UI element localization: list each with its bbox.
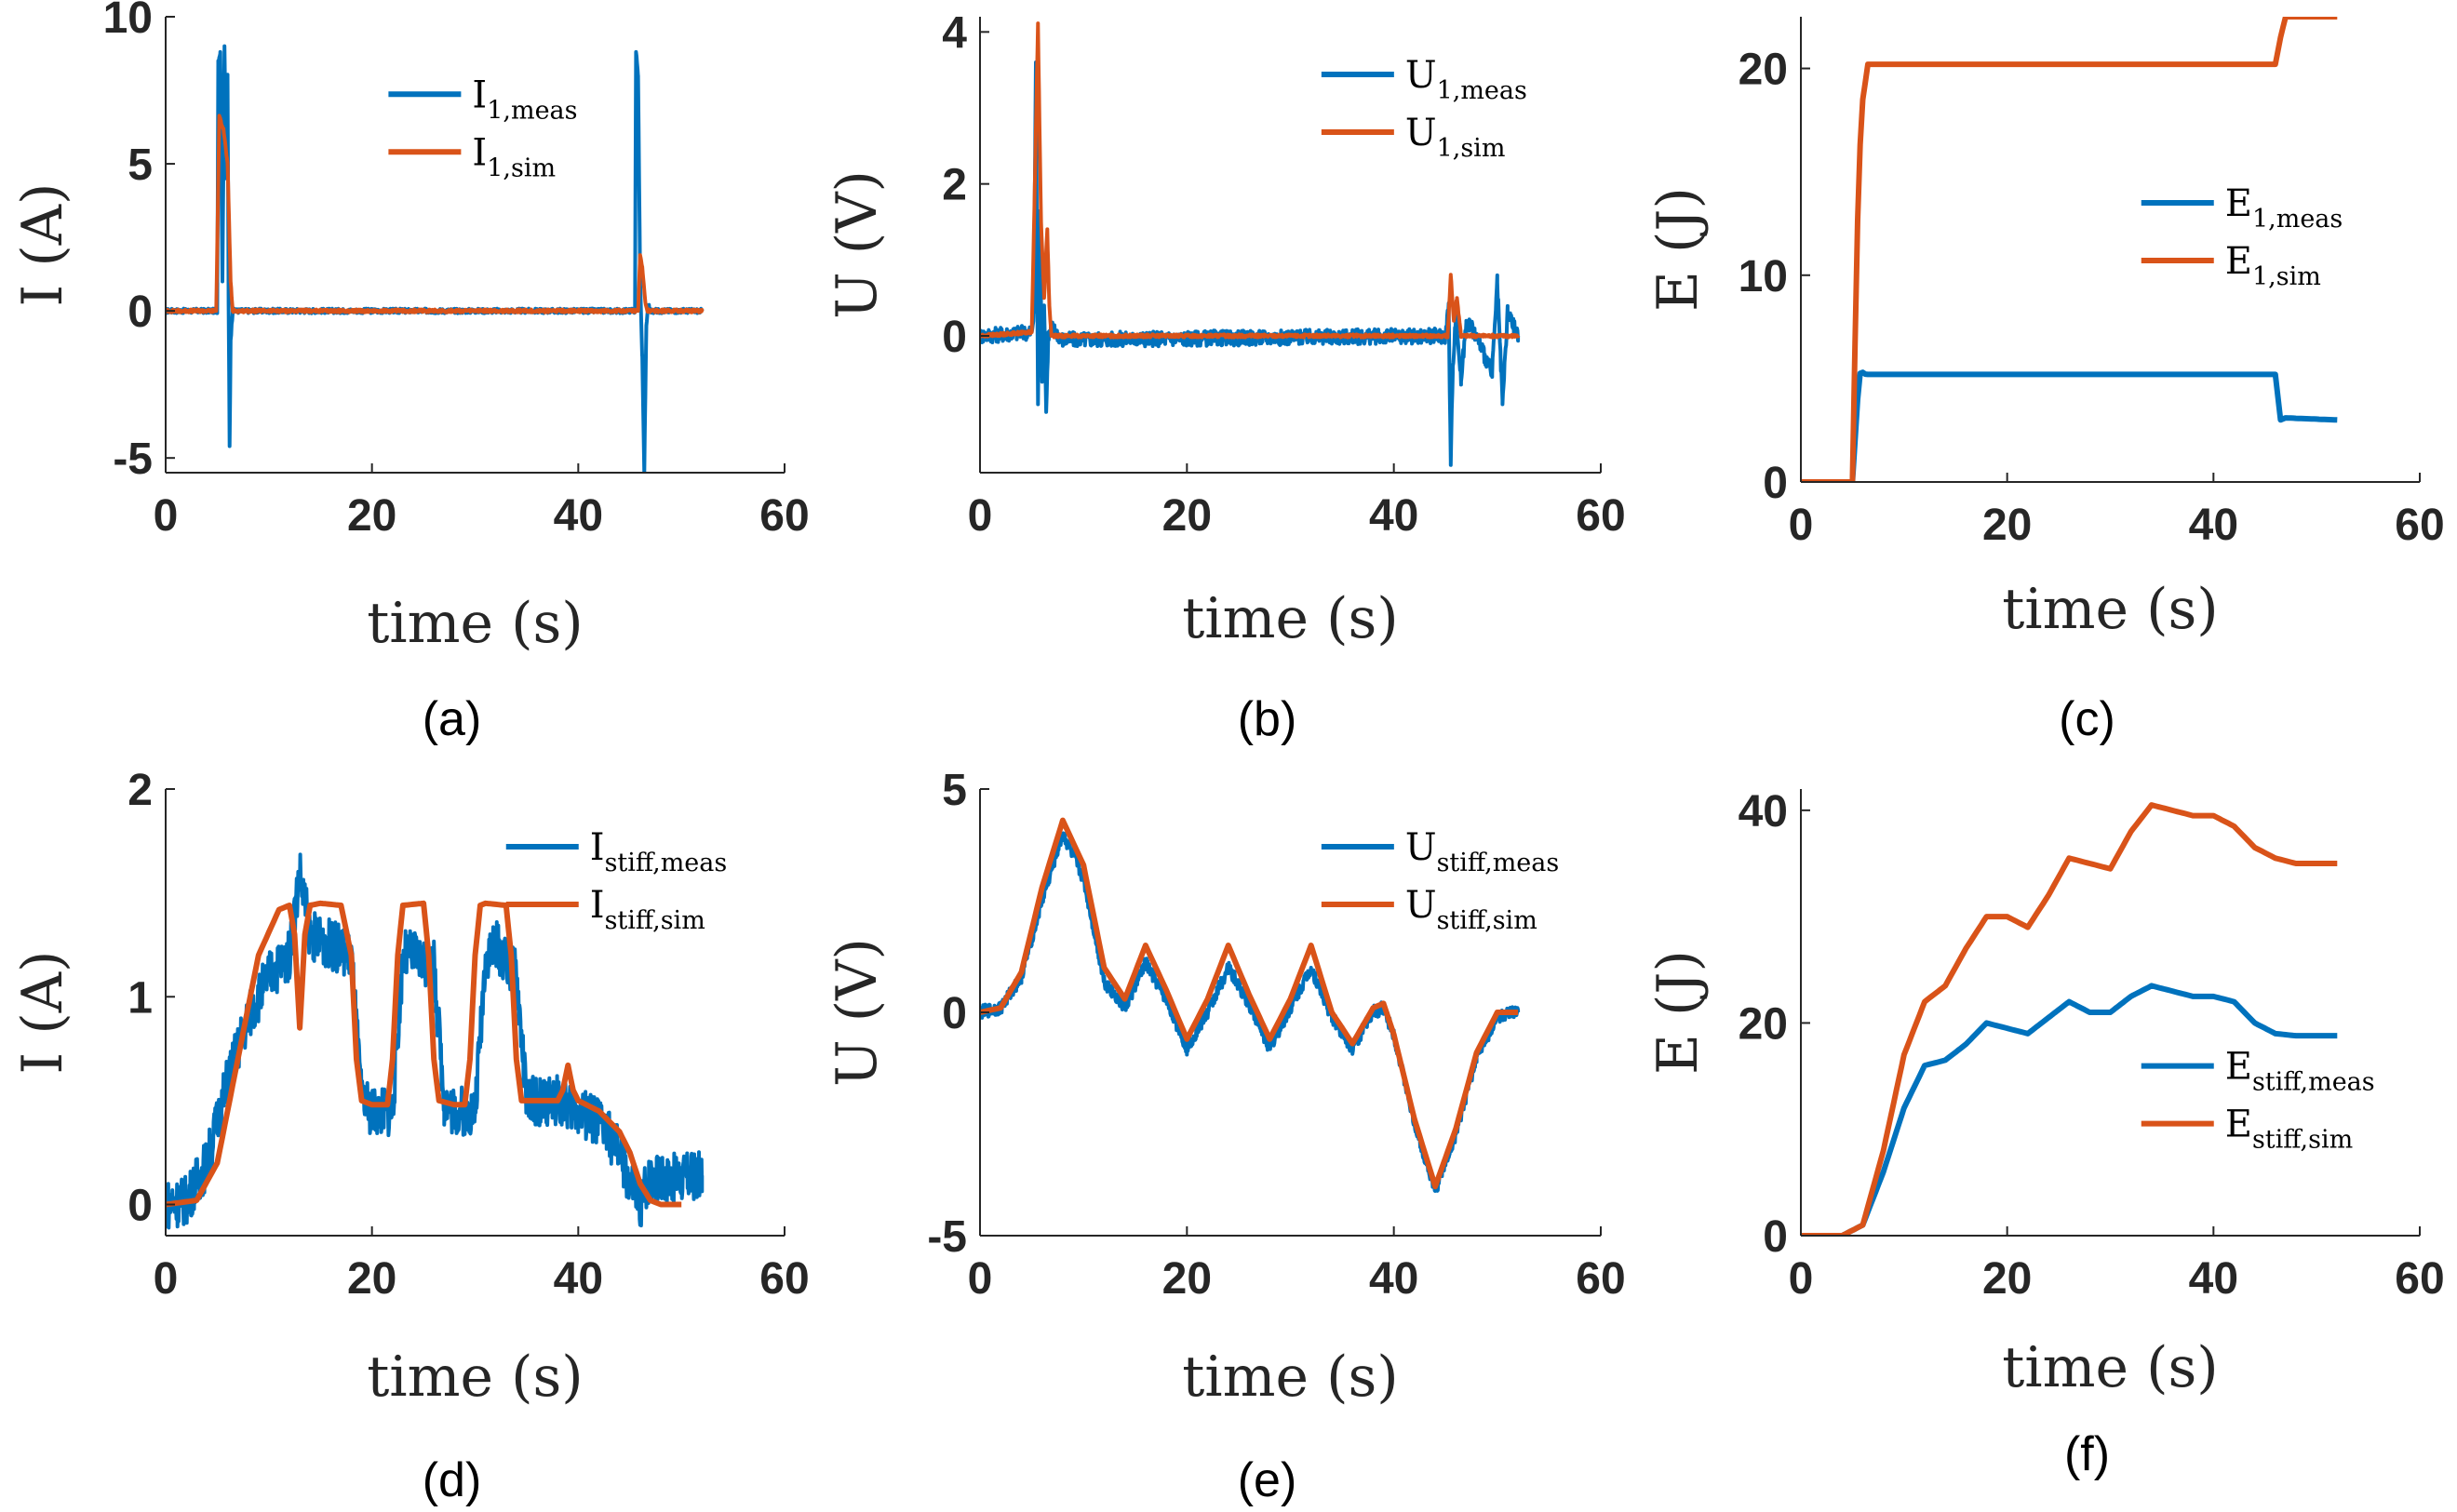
- chart-panel-c: 0 20 40 60 0 10 20 time (s) E (J) (c) E1,meas E1,si…: [1645, 17, 2445, 746]
- y-tick-label: 40: [1739, 787, 1788, 836]
- x-tick-label: 0: [1789, 1254, 1814, 1304]
- x-tick-label: 20: [347, 491, 396, 541]
- series-line-d-stiff-sim: [166, 900, 682, 1208]
- series-line-c-1-meas: [1801, 369, 2338, 482]
- y-tick-label: 0: [128, 288, 153, 337]
- x-tick-label: 40: [554, 491, 603, 541]
- legend-entry-label: I1,sim: [472, 131, 556, 182]
- y-tick-label: 10: [103, 0, 153, 43]
- x-tick-label: 20: [1162, 1254, 1212, 1304]
- x-tick-label: 60: [1576, 491, 1625, 541]
- legend-entry-label: Ustiff,meas: [1405, 826, 1559, 877]
- y-tick-label: 0: [942, 313, 967, 362]
- panel-caption: (e): [1238, 1453, 1297, 1507]
- x-tick-label: 20: [1982, 1254, 2032, 1304]
- y-tick-label: 20: [1739, 999, 1788, 1049]
- legend-f: Estiff,meas Estiff,sim: [2141, 1046, 2375, 1155]
- legend-e: Ustiff,meas Ustiff,sim: [1321, 826, 1559, 935]
- legend-a: I1,meas I1,sim: [388, 74, 578, 182]
- series-line-f-stiff-meas: [1801, 983, 2338, 1236]
- legend-entry-label: E1,sim: [2225, 240, 2321, 291]
- y-tick-label: 1: [128, 973, 153, 1023]
- x-tick-label: 60: [2395, 501, 2444, 550]
- y-axis-label: E (J): [1645, 950, 1711, 1075]
- y-tick-label: 0: [1763, 459, 1788, 508]
- x-tick-label: 0: [968, 491, 993, 541]
- y-tick-label: 0: [1763, 1212, 1788, 1262]
- x-tick-label: 20: [347, 1254, 396, 1304]
- y-axis-label: U (V): [825, 170, 890, 319]
- x-tick-label: 0: [1789, 501, 1814, 550]
- x-axis-label: time (s): [2002, 577, 2218, 642]
- x-tick-label: 60: [759, 491, 809, 541]
- y-tick-label: -5: [113, 435, 153, 484]
- legend-b: U1,meas U1,sim: [1321, 54, 1527, 163]
- y-tick-label: 0: [128, 1182, 153, 1231]
- legend-entry-label: Estiff,meas: [2225, 1046, 2375, 1097]
- legend-entry-label: Ustiff,sim: [1405, 884, 1537, 935]
- x-tick-label: 40: [554, 1254, 603, 1304]
- y-axis-label: E (J): [1645, 187, 1711, 312]
- x-axis-label: time (s): [2002, 1335, 2218, 1400]
- y-tick-label: -5: [927, 1212, 967, 1262]
- x-axis-label: time (s): [1182, 586, 1398, 651]
- y-axis-label: I (A): [10, 183, 75, 307]
- legend-d: Istiff,meas Istiff,sim: [505, 826, 728, 935]
- legend-entry-label: I1,meas: [472, 74, 577, 125]
- series-line-a-1-sim: [166, 114, 705, 314]
- legend-entry-label: Istiff,meas: [590, 826, 728, 877]
- series-line-f-stiff-sim: [1801, 802, 2338, 1236]
- legend-entry-label: Estiff,sim: [2225, 1104, 2353, 1155]
- x-tick-label: 0: [154, 491, 179, 541]
- series-line-b-1-meas: [980, 60, 1521, 467]
- x-tick-label: 0: [154, 1254, 179, 1304]
- x-axis-label: time (s): [1182, 1345, 1398, 1410]
- x-tick-label: 0: [968, 1254, 993, 1304]
- y-tick-label: 4: [942, 8, 967, 58]
- panel-caption: (c): [2059, 692, 2115, 746]
- legend-entry-label: U1,sim: [1405, 112, 1506, 163]
- x-tick-label: 60: [2395, 1254, 2444, 1304]
- y-tick-label: 5: [128, 140, 153, 190]
- x-tick-label: 60: [1576, 1254, 1625, 1304]
- y-tick-label: 0: [942, 989, 967, 1038]
- legend-entry-label: Istiff,sim: [590, 884, 705, 935]
- series-line-b-1-sim: [980, 21, 1521, 340]
- x-tick-label: 40: [1369, 1254, 1418, 1304]
- x-axis-label: time (s): [367, 591, 583, 656]
- legend-c: E1,meas E1,sim: [2141, 182, 2343, 291]
- series-line-c-1-sim: [1801, 17, 2338, 482]
- y-axis-label: I (A): [10, 951, 75, 1075]
- y-tick-label: 20: [1739, 46, 1788, 95]
- x-tick-label: 20: [1162, 491, 1212, 541]
- x-tick-label: 40: [2189, 501, 2238, 550]
- panel-caption: (b): [1238, 692, 1297, 746]
- panel-caption: (f): [2064, 1427, 2110, 1481]
- x-axis-label: time (s): [367, 1345, 583, 1410]
- panel-caption: (d): [423, 1453, 482, 1507]
- y-tick-label: 10: [1739, 252, 1788, 301]
- x-tick-label: 40: [1369, 491, 1418, 541]
- y-tick-label: 5: [942, 766, 967, 815]
- series-line-e-stiff-meas: [980, 831, 1521, 1193]
- chart-panel-b: 0 20 40 60 0 2 4 time (s) U (V) (b) U1,meas U1,sim: [825, 8, 1626, 746]
- x-tick-label: 60: [759, 1254, 809, 1304]
- series-line-e-stiff-sim: [980, 817, 1519, 1190]
- series-line-a-1-meas: [166, 44, 705, 473]
- legend-entry-label: U1,meas: [1405, 54, 1527, 105]
- y-axis-label: U (V): [825, 938, 890, 1087]
- x-tick-label: 40: [2189, 1254, 2238, 1304]
- x-tick-label: 20: [1982, 501, 2032, 550]
- panel-caption: (a): [423, 692, 482, 746]
- y-tick-label: 2: [128, 766, 153, 815]
- legend-entry-label: E1,meas: [2225, 182, 2343, 234]
- y-tick-label: 2: [942, 161, 967, 210]
